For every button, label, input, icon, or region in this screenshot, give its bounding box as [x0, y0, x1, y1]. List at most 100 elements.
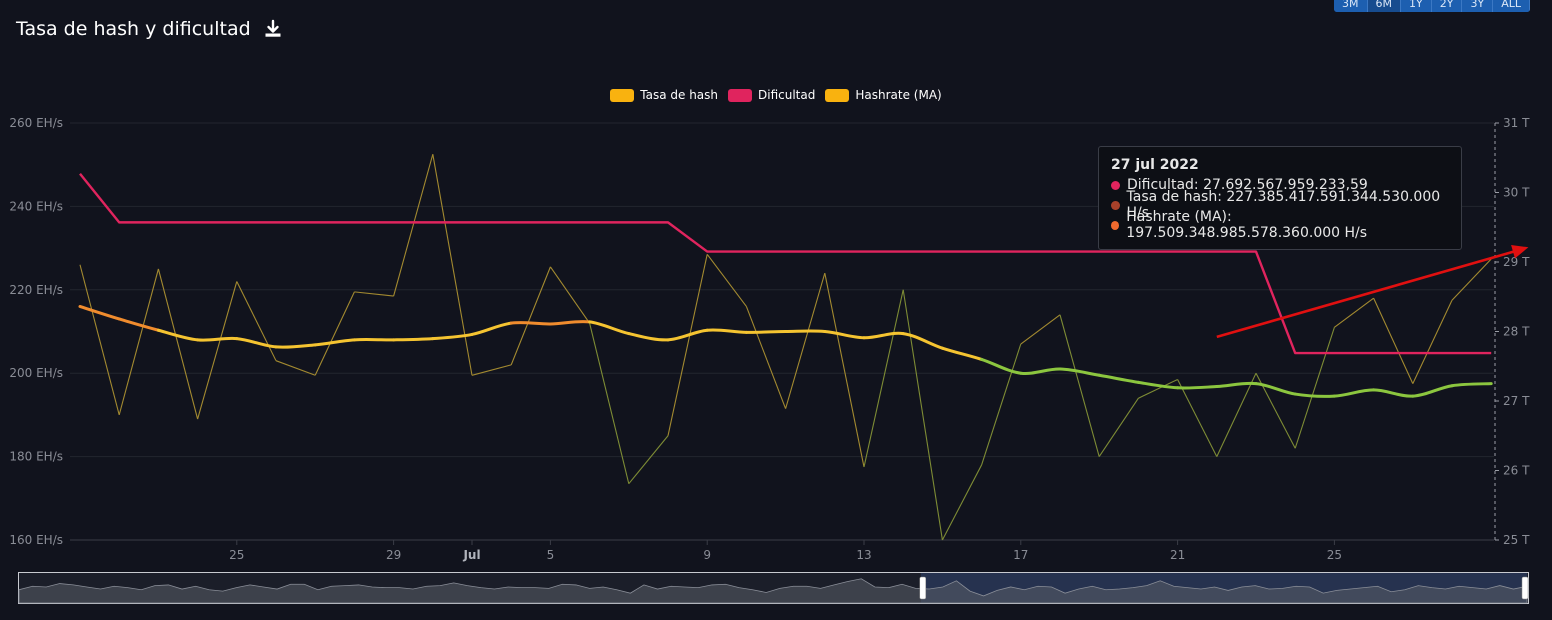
legend-item-hashrate[interactable]: Tasa de hash [610, 88, 718, 102]
hashrate-ma-segment [940, 346, 984, 361]
hashrate-segment [941, 464, 983, 541]
tooltip-row-hashrate-ma: Hashrate (MA): 197.509.348.985.578.360.0… [1111, 209, 1449, 241]
hashrate-ma-segment [196, 336, 239, 342]
x-tick-label: Jul [462, 548, 480, 562]
hashrate-segment [706, 254, 747, 307]
x-tick-label: 21 [1170, 548, 1185, 562]
legend-swatch-difficulty [728, 88, 753, 102]
hashrate-segment [589, 323, 630, 484]
tooltip-dot-hashrate-ma [1111, 220, 1120, 230]
y-left-tick-label: 240 EH/s [9, 199, 63, 213]
hashrate-segment [354, 291, 394, 297]
x-tick-label: 9 [703, 548, 711, 562]
hashrate-ma-segment [431, 332, 474, 341]
hashrate-ma-segment [1372, 388, 1415, 398]
tooltip-dot-hashrate [1111, 200, 1120, 210]
legend-item-hashrate-ma[interactable]: Hashrate (MA) [825, 88, 942, 102]
x-tick-label: 25 [1327, 548, 1342, 562]
legend-item-difficulty[interactable]: Dificultad [728, 88, 815, 102]
hashrate-ma-segment [1058, 367, 1101, 377]
chart-title-row: Tasa de hash y dificultad [16, 18, 283, 40]
navigator-handle-left[interactable] [919, 576, 927, 600]
hashrate-ma-segment [117, 317, 160, 332]
hashrate-segment [275, 360, 316, 376]
tooltip-row-difficulty: Dificultad: 27.692.567.959.233,59 [1111, 175, 1449, 195]
y-left-tick-label: 260 EH/s [9, 116, 63, 130]
chart-plot[interactable]: 160 EH/s 180 EH/s 200 EH/s 220 EH/s 240 EH/s… [0, 0, 1552, 568]
hashrate-segment [510, 266, 551, 366]
range-button-all[interactable]: ALL [1493, 0, 1530, 12]
navigator-series [18, 578, 1528, 604]
hashrate-ma-segment [1215, 381, 1258, 389]
tooltip-date: 27 jul 2022 [1111, 157, 1199, 173]
y-right-tick-label: 31 T [1503, 116, 1530, 130]
range-button-6m[interactable]: 6M [1367, 0, 1402, 12]
y-right-tick-label: 25 T [1503, 533, 1530, 547]
hashrate-ma-segment [1136, 380, 1180, 390]
hashrate-segment [118, 268, 159, 416]
hashrate-ma-segment [627, 332, 670, 342]
x-tick-label: 5 [547, 548, 555, 562]
hashrate-segment [863, 289, 904, 468]
annotation-arrow-head [1511, 244, 1529, 259]
hashrate-ma-segment [980, 357, 1023, 375]
hashrate-ma-segment [548, 320, 592, 326]
hashrate-ma-segment [1097, 373, 1140, 384]
annotation-arrow-shaft [1216, 249, 1519, 339]
legend-label-hashrate: Tasa de hash [640, 88, 719, 102]
hashrate-ma-segment [78, 304, 121, 321]
hashrate-segment [236, 281, 277, 361]
range-button-2y[interactable]: 2Y [1431, 0, 1463, 12]
y-left-tick-label: 220 EH/s [9, 283, 63, 297]
chart-tooltip: 27 jul 2022 Dificultad: 27.692.567.959.2… [1098, 146, 1462, 250]
hashrate-ma-segment [666, 328, 709, 342]
hashrate-segment [1334, 297, 1374, 328]
range-button-1y[interactable]: 1Y [1401, 0, 1432, 12]
hashrate-segment [1294, 327, 1335, 449]
hashrate-segment [1059, 314, 1100, 457]
y-right-tick-label: 26 T [1503, 464, 1530, 478]
y-left-tick-label: 180 EH/s [9, 450, 63, 464]
tooltip-value-hashrate: Tasa de hash: 227.385.417.591.344.530.00… [1126, 189, 1441, 221]
hashrate-segment [314, 291, 355, 376]
hashrate-ma-segment [1176, 385, 1219, 390]
hashrate-ma-segment [862, 331, 905, 340]
hashrate-ma-segment [1450, 382, 1493, 388]
hashrate-segment [1451, 258, 1492, 301]
hashrate-ma-segment [156, 328, 200, 342]
y-right-tick-label: 28 T [1503, 325, 1530, 339]
hashrate-segment [628, 435, 669, 485]
legend-label-hashrate-ma: Hashrate (MA) [855, 88, 942, 102]
x-tick-label: 29 [386, 548, 401, 562]
hashrate-ma-segment [744, 330, 788, 334]
hashrate-segment [1098, 397, 1139, 457]
hashrate-segment [1412, 299, 1453, 384]
y-right-tick-label: 27 T [1503, 394, 1530, 408]
hashrate-ma-segment [1332, 388, 1376, 398]
hashrate-segment [157, 268, 199, 420]
y-right-tick-label: 29 T [1503, 255, 1530, 269]
hashrate-ma-segment [274, 343, 317, 349]
hashrate-ma-segment [1411, 384, 1454, 398]
hashrate-segment [549, 266, 591, 324]
range-button-3y[interactable]: 3Y [1462, 0, 1494, 12]
y-left-tick-label: 160 EH/s [9, 533, 63, 547]
hashrate-segment [79, 264, 120, 416]
hashrate-ma-segment [1293, 392, 1336, 398]
hashrate-segment [432, 154, 473, 376]
hashrate-ma-segment [901, 332, 944, 350]
hashrate-segment [1138, 378, 1178, 399]
download-icon[interactable] [263, 19, 283, 39]
hashrate-ma-segment [1019, 367, 1062, 375]
hashrate-segment [197, 281, 238, 420]
tooltip-row-hashrate: Tasa de hash: 227.385.417.591.344.530.00… [1111, 189, 1449, 221]
legend-swatch-hashrate-ma [825, 88, 850, 102]
navigator-handle-right[interactable] [1521, 576, 1529, 600]
range-button-3m[interactable]: 3M [1334, 0, 1368, 12]
range-navigator[interactable] [18, 572, 1530, 606]
tooltip-value-difficulty: Dificultad: 27.692.567.959.233,59 [1127, 177, 1368, 193]
chart-title: Tasa de hash y dificultad [16, 18, 251, 40]
chart-legend: Tasa de hash Dificultad Hashrate (MA) [0, 88, 1552, 102]
legend-swatch-hashrate [610, 88, 635, 102]
hashrate-ma-segment [392, 337, 435, 342]
